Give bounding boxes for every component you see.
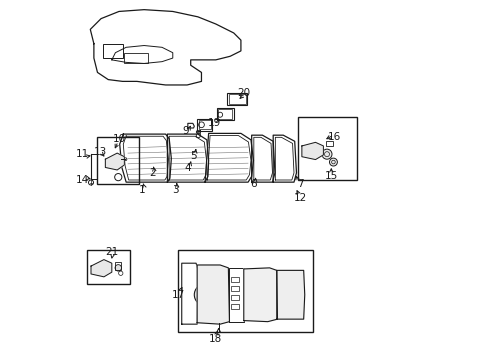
- Polygon shape: [105, 153, 124, 170]
- Text: 16: 16: [327, 132, 340, 142]
- Bar: [228, 94, 245, 104]
- Text: 8: 8: [193, 130, 200, 140]
- Bar: [278, 273, 301, 316]
- Circle shape: [194, 284, 215, 306]
- Circle shape: [106, 158, 116, 167]
- Bar: [124, 53, 147, 63]
- Circle shape: [115, 265, 121, 271]
- Text: 5: 5: [190, 150, 197, 161]
- Text: 21: 21: [105, 247, 118, 257]
- Text: 13: 13: [93, 147, 106, 157]
- Bar: [86, 250, 129, 284]
- Polygon shape: [197, 265, 229, 324]
- Bar: [102, 44, 122, 58]
- Circle shape: [303, 146, 312, 155]
- Bar: [230, 286, 238, 291]
- Polygon shape: [276, 270, 304, 319]
- Bar: [178, 250, 312, 332]
- Text: 19: 19: [207, 118, 221, 128]
- Bar: [246, 275, 269, 307]
- Text: 17: 17: [172, 290, 185, 300]
- Bar: [230, 295, 238, 300]
- Text: 11: 11: [75, 149, 88, 159]
- Text: 7: 7: [297, 179, 303, 189]
- Polygon shape: [91, 260, 112, 277]
- Text: 20: 20: [237, 88, 250, 98]
- Text: 2: 2: [149, 168, 155, 178]
- Bar: [115, 262, 121, 270]
- Bar: [227, 93, 246, 105]
- Text: 14: 14: [75, 175, 88, 185]
- Bar: [280, 301, 289, 306]
- Bar: [198, 120, 210, 130]
- Bar: [298, 117, 357, 180]
- Bar: [216, 108, 233, 120]
- Text: 9: 9: [183, 126, 189, 136]
- Bar: [97, 137, 139, 184]
- Text: 3: 3: [172, 185, 179, 195]
- Circle shape: [329, 158, 337, 166]
- Bar: [230, 277, 238, 282]
- Bar: [197, 119, 212, 131]
- Polygon shape: [244, 268, 277, 321]
- Text: 15: 15: [324, 171, 337, 181]
- Bar: [280, 287, 289, 292]
- Bar: [230, 304, 238, 309]
- Bar: [280, 294, 289, 299]
- Bar: [325, 141, 333, 146]
- Text: 18: 18: [208, 334, 221, 344]
- Text: 6: 6: [249, 179, 256, 189]
- Polygon shape: [301, 142, 323, 159]
- Text: 12: 12: [293, 193, 306, 203]
- Circle shape: [321, 149, 331, 159]
- Bar: [218, 109, 232, 119]
- Text: 1: 1: [139, 185, 145, 195]
- Text: 10: 10: [112, 134, 125, 144]
- Text: 4: 4: [184, 163, 191, 173]
- Circle shape: [93, 264, 102, 273]
